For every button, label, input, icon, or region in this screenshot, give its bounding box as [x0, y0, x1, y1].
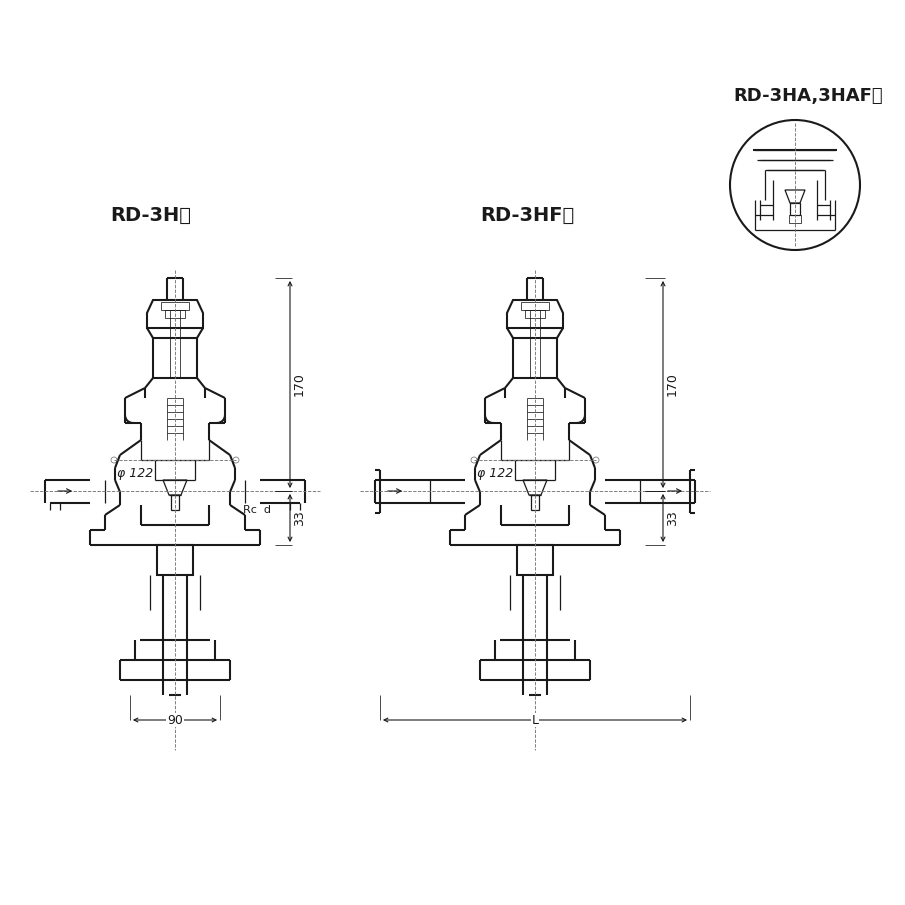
- Bar: [513, 338, 557, 378]
- Text: L: L: [531, 713, 538, 727]
- Text: Rc  d: Rc d: [243, 505, 271, 515]
- Text: RD-3HF型: RD-3HF型: [480, 206, 575, 225]
- Bar: [161, 302, 189, 310]
- Text: 33: 33: [293, 510, 306, 526]
- Bar: [789, 215, 801, 223]
- Text: 170: 170: [293, 373, 306, 396]
- Bar: [165, 310, 185, 318]
- Text: RD-3HA,3HAF型: RD-3HA,3HAF型: [733, 87, 882, 105]
- Bar: [521, 302, 549, 310]
- Bar: [790, 203, 800, 215]
- Text: RD-3H型: RD-3H型: [110, 206, 191, 225]
- Bar: [171, 495, 179, 510]
- Text: φ 122: φ 122: [477, 467, 513, 480]
- Circle shape: [730, 120, 860, 250]
- Text: 170: 170: [666, 373, 679, 396]
- Bar: [517, 545, 553, 575]
- Text: φ 122: φ 122: [117, 467, 153, 480]
- Bar: [157, 545, 193, 575]
- Bar: [531, 495, 539, 510]
- Text: 33: 33: [666, 510, 679, 526]
- Bar: [525, 310, 545, 318]
- Text: 90: 90: [167, 713, 183, 727]
- Bar: [153, 338, 197, 378]
